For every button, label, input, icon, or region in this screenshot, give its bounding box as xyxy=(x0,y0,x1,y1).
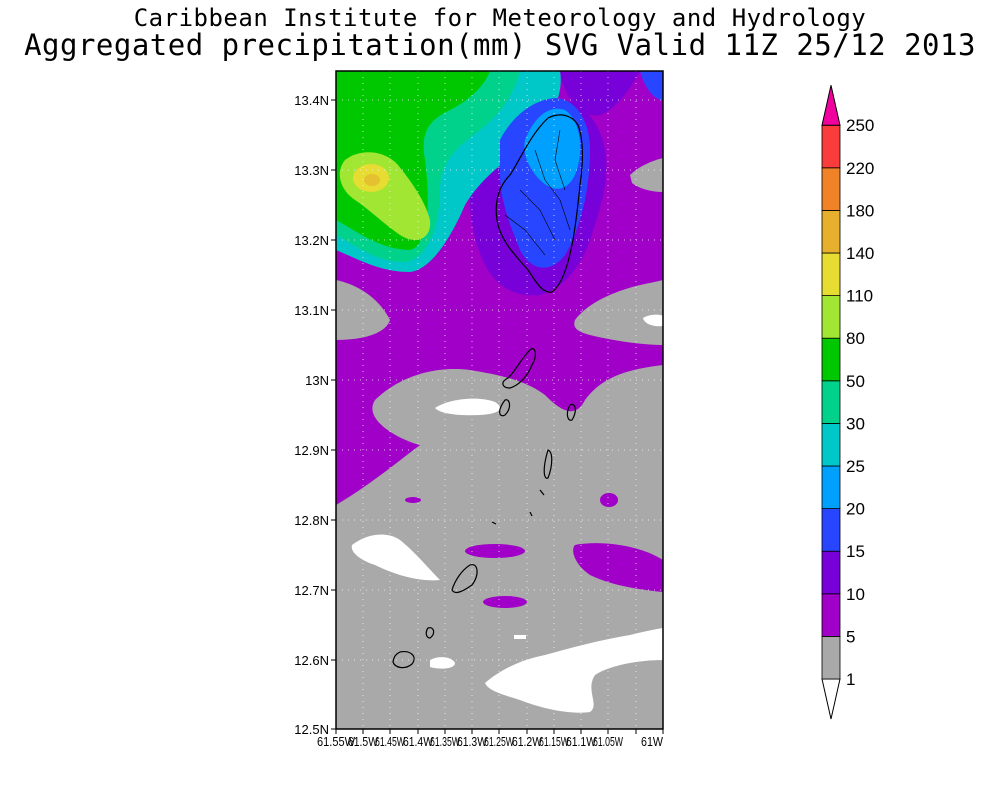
colorbar-lower-arrow xyxy=(821,678,841,720)
colorbar-segment xyxy=(821,209,841,254)
lon-label: 61.55W xyxy=(317,734,356,749)
lat-label: 13.2N xyxy=(294,233,329,248)
lon-label: 61.35W xyxy=(430,734,460,749)
colorbar-segment xyxy=(821,508,841,552)
product-title: Aggregated precipitation(mm) SVG Valid 1… xyxy=(24,28,976,62)
colorbar-label: 5 xyxy=(846,627,855,646)
institute-title: Caribbean Institute for Meteorology and … xyxy=(133,4,867,32)
lon-label: 61W xyxy=(641,734,664,749)
lon-label: 61.5W xyxy=(348,734,379,749)
colorbar-label: 180 xyxy=(846,201,874,220)
lat-label: 12.5N xyxy=(294,722,329,737)
lon-label: 61.05W xyxy=(593,734,623,749)
colorbar-segment xyxy=(821,295,841,339)
colorbar-label: 80 xyxy=(846,329,865,348)
colorbar-label: 20 xyxy=(846,500,865,519)
colorbar-label: 220 xyxy=(846,159,874,178)
lat-label: 13.4N xyxy=(294,93,329,108)
colorbar-label: 140 xyxy=(846,244,874,263)
colorbar-label: 15 xyxy=(846,542,865,561)
colorbar-segment xyxy=(821,593,841,637)
lat-label: 12.7N xyxy=(294,583,329,598)
island-outlines xyxy=(392,114,583,669)
lon-label: 61.1W xyxy=(566,734,597,749)
colorbar-label: 30 xyxy=(846,414,865,433)
lon-label: 61.45W xyxy=(375,734,405,749)
colorbar-segment xyxy=(821,636,841,680)
precipitation-field xyxy=(336,71,663,729)
colorbar-segment xyxy=(821,167,841,211)
lon-label: 61.15W xyxy=(539,734,569,749)
colorbar-segment xyxy=(821,124,841,169)
lat-label: 13.3N xyxy=(294,163,329,178)
colorbar-segment xyxy=(821,252,841,296)
colorbar-segment xyxy=(821,422,841,467)
colorbar-label: 50 xyxy=(846,372,865,391)
lon-label: 61.2W xyxy=(512,734,543,749)
lon-label: 61.4W xyxy=(403,734,434,749)
lat-label: 13.1N xyxy=(294,303,329,318)
colorbar-segment xyxy=(821,337,841,382)
lat-label: 12.8N xyxy=(294,513,329,528)
colorbar-upper-arrow xyxy=(821,85,841,126)
colorbar-segment xyxy=(821,380,841,424)
colorbar-segment xyxy=(821,465,841,509)
lon-label: 61.25W xyxy=(484,734,514,749)
lat-label: 12.9N xyxy=(294,443,329,458)
colorbar-label: 10 xyxy=(846,585,865,604)
colorbar-segment xyxy=(821,550,841,595)
colorbar-label: 1 xyxy=(846,670,855,689)
colorbar-label: 110 xyxy=(846,287,873,306)
colorbar-label: 250 xyxy=(846,116,874,135)
lat-label: 13N xyxy=(305,373,329,388)
colorbar-label: 25 xyxy=(846,457,865,476)
lon-label: 61.3W xyxy=(457,734,488,749)
lat-label: 12.6N xyxy=(294,653,329,668)
